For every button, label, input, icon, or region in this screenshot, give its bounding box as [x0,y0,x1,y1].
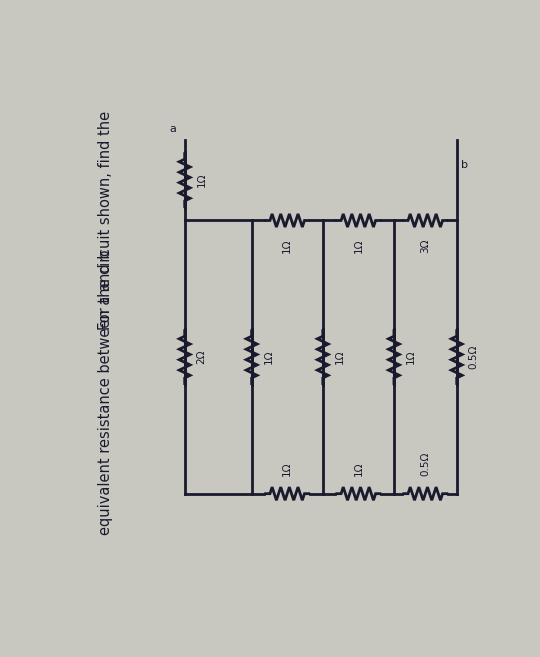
Text: 1Ω: 1Ω [264,350,273,365]
Text: 0.5Ω: 0.5Ω [420,451,430,476]
Text: 3Ω: 3Ω [420,238,430,253]
Text: 0.5Ω: 0.5Ω [468,345,478,369]
Text: 1Ω: 1Ω [353,238,363,253]
Text: 1Ω: 1Ω [282,238,292,253]
Text: 1Ω: 1Ω [334,350,345,365]
Text: For the circuit shown, find the: For the circuit shown, find the [98,111,113,330]
Text: equivalent resistance between a and b: equivalent resistance between a and b [98,250,113,535]
Text: 2Ω: 2Ω [197,350,206,365]
Text: a: a [170,124,176,135]
Text: 1Ω: 1Ω [406,350,416,365]
Text: 1Ω: 1Ω [353,461,363,476]
Text: 1Ω: 1Ω [282,461,292,476]
Text: 1Ω: 1Ω [197,173,206,187]
Text: b: b [461,160,468,170]
